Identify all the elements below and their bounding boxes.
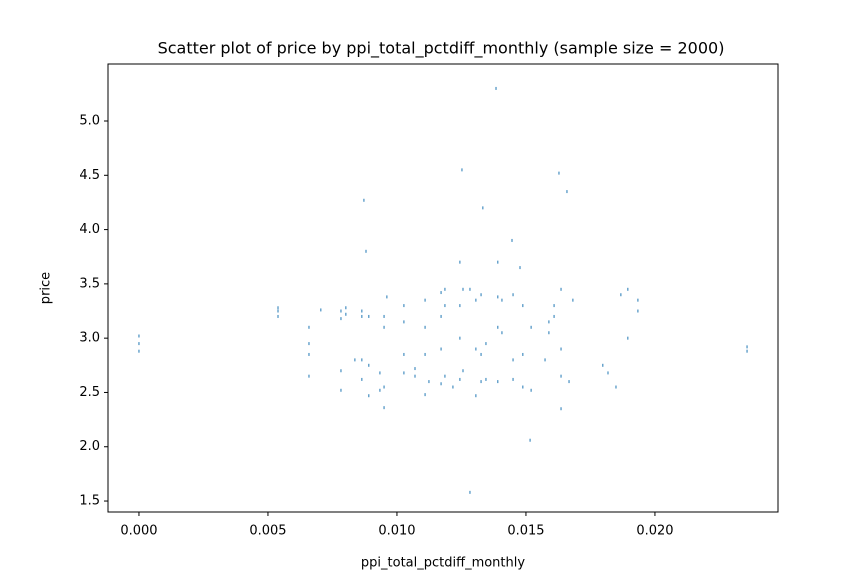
y-tick-label: 2.5 bbox=[79, 385, 100, 400]
y-tick-label: 2.0 bbox=[79, 439, 100, 454]
x-tick-label: 0.010 bbox=[378, 524, 415, 539]
x-axis-label: ppi_total_pctdiff_monthly bbox=[361, 556, 525, 571]
y-tick-label: 1.5 bbox=[79, 494, 100, 509]
y-tick-label: 3.5 bbox=[79, 276, 100, 291]
y-tick-label: 3.0 bbox=[79, 331, 100, 346]
y-tick-label: 4.0 bbox=[79, 222, 100, 237]
x-tick-label: 0.005 bbox=[249, 524, 286, 539]
y-axis-label: price bbox=[39, 272, 54, 304]
y-tick-label: 4.5 bbox=[79, 168, 100, 183]
chart-title: Scatter plot of price by ppi_total_pctdi… bbox=[158, 39, 725, 59]
x-tick-label: 0.000 bbox=[120, 524, 157, 539]
plot-frame bbox=[107, 63, 779, 513]
y-tick-label: 5.0 bbox=[79, 114, 100, 129]
x-tick-label: 0.020 bbox=[636, 524, 673, 539]
x-tick-label: 0.015 bbox=[507, 524, 544, 539]
